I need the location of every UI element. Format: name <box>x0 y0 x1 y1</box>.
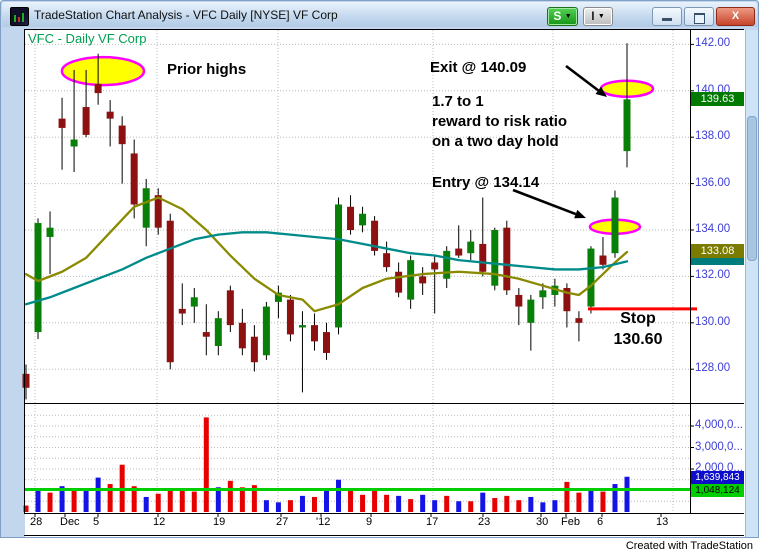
date-tick-label: Feb <box>561 516 580 528</box>
chevron-down-icon: ▼ <box>564 13 572 20</box>
date-tick-label: 30 <box>536 516 549 528</box>
last-volume-badge: 1,639,843 <box>691 471 744 484</box>
date-axis[interactable] <box>25 513 690 535</box>
minimize-button[interactable] <box>652 7 682 26</box>
maximize-button[interactable] <box>684 7 714 26</box>
date-tick-label: 27 <box>276 516 289 528</box>
avg-volume-badge: 1,048,124 <box>691 484 744 497</box>
volume-tick-label: 3,000,0... <box>695 440 743 453</box>
scrollbar-thumb[interactable] <box>747 116 757 261</box>
vertical-scrollbar[interactable] <box>745 30 758 537</box>
title-bar[interactable]: TradeStation Chart Analysis - VFC Daily … <box>2 2 757 27</box>
price-tick-label: 130.00 <box>695 315 731 328</box>
interval-button[interactable]: I ▼ <box>583 7 613 26</box>
date-tick-label: 5 <box>93 516 100 528</box>
close-button[interactable]: X <box>716 7 755 26</box>
app-icon <box>10 7 29 26</box>
date-tick-label: 17 <box>426 516 439 528</box>
footer-credit: Created with TradeStation <box>625 540 753 552</box>
chevron-down-icon: ▼ <box>597 13 605 20</box>
annotation-prior-highs: Prior highs <box>167 61 247 78</box>
price-tick-label: 142.00 <box>695 37 731 50</box>
minimize-icon <box>662 18 672 21</box>
date-tick-label: 9 <box>366 516 373 528</box>
window-title: TradeStation Chart Analysis - VFC Daily … <box>34 8 338 22</box>
date-tick-label: 23 <box>478 516 491 528</box>
fast-ma-value-badge: 133.08 <box>691 244 744 258</box>
chart-area[interactable] <box>25 30 745 537</box>
last-price-badge: 139.63 <box>691 92 744 106</box>
annotation-reward-risk: 1.7 to 1 reward to risk ratio on a two d… <box>432 93 568 150</box>
price-tick-label: 132.00 <box>695 269 731 282</box>
left-toolbar-strip <box>2 30 25 537</box>
date-tick-label: 6 <box>597 516 604 528</box>
price-tick-label: 128.00 <box>695 362 731 375</box>
annotation-entry: Entry @ 134.14 <box>432 174 540 191</box>
date-tick-label: 12 <box>153 516 166 528</box>
tradestation-window: TradeStation Chart Analysis - VFC Daily … <box>0 0 759 538</box>
price-tick-label: 134.00 <box>695 223 731 235</box>
annotation-exit: Exit @ 140.09 <box>430 59 527 76</box>
annotation-stop: Stop 130.60 <box>613 310 663 348</box>
price-tick-label: 138.00 <box>695 130 731 143</box>
chart-symbol-header: VFC - Daily VF Corp <box>28 31 147 46</box>
restore-icon <box>694 13 705 24</box>
date-tick-label: 28 <box>30 516 43 528</box>
volume-tick-label: 4,000,0... <box>695 419 743 431</box>
strategy-button[interactable]: S ▼ <box>547 7 578 26</box>
date-tick-label: 13 <box>656 516 669 528</box>
price-tick-label: 136.00 <box>695 176 731 189</box>
date-tick-label: '12 <box>316 516 331 528</box>
date-tick-label: 19 <box>213 516 226 528</box>
date-tick-label: Dec <box>60 516 80 528</box>
